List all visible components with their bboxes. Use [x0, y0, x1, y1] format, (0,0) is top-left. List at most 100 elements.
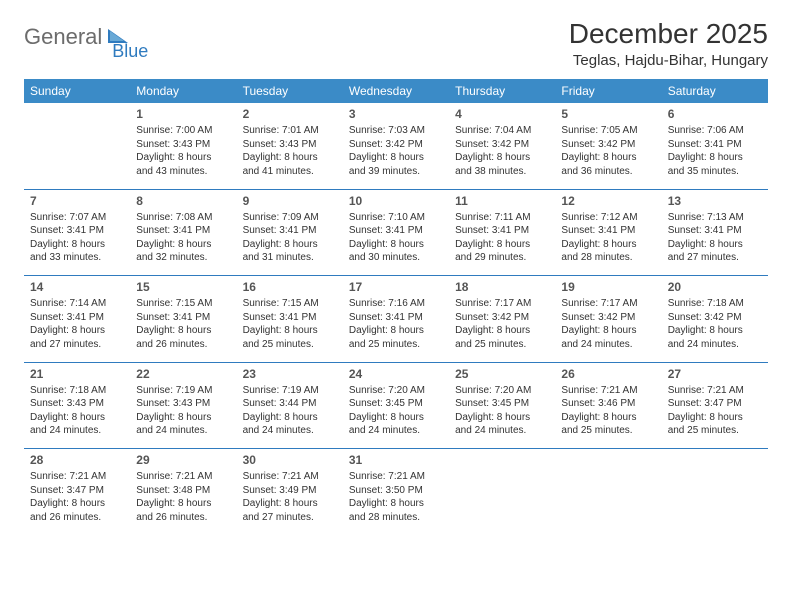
daylight-text: Daylight: 8 hours and 25 minutes. — [349, 324, 443, 351]
sunrise-text: Sunrise: 7:06 AM — [668, 124, 762, 138]
daylight-text: Daylight: 8 hours and 26 minutes. — [136, 324, 230, 351]
sunset-text: Sunset: 3:42 PM — [668, 311, 762, 325]
daylight-text: Daylight: 8 hours and 24 minutes. — [668, 324, 762, 351]
sunrise-text: Sunrise: 7:21 AM — [30, 470, 124, 484]
sunrise-text: Sunrise: 7:21 AM — [243, 470, 337, 484]
daylight-text: Daylight: 8 hours and 24 minutes. — [243, 411, 337, 438]
day-header: Wednesday — [343, 79, 449, 103]
day-cell: 12Sunrise: 7:12 AMSunset: 3:41 PMDayligh… — [555, 190, 661, 276]
day-cell — [662, 449, 768, 535]
sunrise-text: Sunrise: 7:21 AM — [349, 470, 443, 484]
sunset-text: Sunset: 3:49 PM — [243, 484, 337, 498]
sunset-text: Sunset: 3:42 PM — [561, 311, 655, 325]
sunset-text: Sunset: 3:43 PM — [243, 138, 337, 152]
sunset-text: Sunset: 3:41 PM — [136, 311, 230, 325]
day-number: 28 — [30, 452, 124, 468]
day-cell: 29Sunrise: 7:21 AMSunset: 3:48 PMDayligh… — [130, 449, 236, 535]
day-cell: 26Sunrise: 7:21 AMSunset: 3:46 PMDayligh… — [555, 363, 661, 449]
sunset-text: Sunset: 3:41 PM — [30, 311, 124, 325]
daylight-text: Daylight: 8 hours and 29 minutes. — [455, 238, 549, 265]
day-header: Thursday — [449, 79, 555, 103]
daylight-text: Daylight: 8 hours and 25 minutes. — [455, 324, 549, 351]
day-cell: 23Sunrise: 7:19 AMSunset: 3:44 PMDayligh… — [237, 363, 343, 449]
day-number: 2 — [243, 106, 337, 122]
daylight-text: Daylight: 8 hours and 28 minutes. — [349, 497, 443, 524]
day-number: 16 — [243, 279, 337, 295]
page-subtitle: Teglas, Hajdu-Bihar, Hungary — [569, 52, 768, 69]
title-block: December 2025 Teglas, Hajdu-Bihar, Hunga… — [569, 18, 768, 69]
logo-text-blue: Blue — [112, 41, 148, 62]
daylight-text: Daylight: 8 hours and 24 minutes. — [455, 411, 549, 438]
daylight-text: Daylight: 8 hours and 27 minutes. — [243, 497, 337, 524]
sunrise-text: Sunrise: 7:05 AM — [561, 124, 655, 138]
daylight-text: Daylight: 8 hours and 27 minutes. — [30, 324, 124, 351]
daylight-text: Daylight: 8 hours and 27 minutes. — [668, 238, 762, 265]
sunset-text: Sunset: 3:41 PM — [136, 224, 230, 238]
sunset-text: Sunset: 3:43 PM — [136, 138, 230, 152]
sunset-text: Sunset: 3:42 PM — [455, 311, 549, 325]
day-number: 19 — [561, 279, 655, 295]
week-row: 28Sunrise: 7:21 AMSunset: 3:47 PMDayligh… — [24, 449, 768, 535]
day-cell: 2Sunrise: 7:01 AMSunset: 3:43 PMDaylight… — [237, 103, 343, 189]
daylight-text: Daylight: 8 hours and 30 minutes. — [349, 238, 443, 265]
day-cell: 22Sunrise: 7:19 AMSunset: 3:43 PMDayligh… — [130, 363, 236, 449]
sunset-text: Sunset: 3:42 PM — [455, 138, 549, 152]
day-cell: 30Sunrise: 7:21 AMSunset: 3:49 PMDayligh… — [237, 449, 343, 535]
day-cell: 3Sunrise: 7:03 AMSunset: 3:42 PMDaylight… — [343, 103, 449, 189]
sunrise-text: Sunrise: 7:20 AM — [349, 384, 443, 398]
daylight-text: Daylight: 8 hours and 24 minutes. — [561, 324, 655, 351]
week-row: 7Sunrise: 7:07 AMSunset: 3:41 PMDaylight… — [24, 190, 768, 276]
daylight-text: Daylight: 8 hours and 24 minutes. — [136, 411, 230, 438]
day-number: 6 — [668, 106, 762, 122]
day-cell: 19Sunrise: 7:17 AMSunset: 3:42 PMDayligh… — [555, 276, 661, 362]
day-number: 18 — [455, 279, 549, 295]
sunrise-text: Sunrise: 7:12 AM — [561, 211, 655, 225]
sunset-text: Sunset: 3:48 PM — [136, 484, 230, 498]
sunset-text: Sunset: 3:41 PM — [668, 138, 762, 152]
daylight-text: Daylight: 8 hours and 43 minutes. — [136, 151, 230, 178]
day-cell: 5Sunrise: 7:05 AMSunset: 3:42 PMDaylight… — [555, 103, 661, 189]
day-header-row: Sunday Monday Tuesday Wednesday Thursday… — [24, 79, 768, 103]
daylight-text: Daylight: 8 hours and 36 minutes. — [561, 151, 655, 178]
day-header: Saturday — [662, 79, 768, 103]
day-cell: 9Sunrise: 7:09 AMSunset: 3:41 PMDaylight… — [237, 190, 343, 276]
sunset-text: Sunset: 3:41 PM — [30, 224, 124, 238]
day-number: 1 — [136, 106, 230, 122]
day-header: Friday — [555, 79, 661, 103]
sunrise-text: Sunrise: 7:20 AM — [455, 384, 549, 398]
day-cell: 4Sunrise: 7:04 AMSunset: 3:42 PMDaylight… — [449, 103, 555, 189]
logo-text-general: General — [24, 24, 102, 50]
day-cell: 15 Sunrise: 7:15 AMSunset: 3:41 PMDayligh… — [130, 276, 236, 362]
day-number: 10 — [349, 193, 443, 209]
day-number: 25 — [455, 366, 549, 382]
day-number: 9 — [243, 193, 337, 209]
sunrise-text: Sunrise: 7:15 AM — [243, 297, 337, 311]
sunset-text: Sunset: 3:45 PM — [455, 397, 549, 411]
daylight-text: Daylight: 8 hours and 32 minutes. — [136, 238, 230, 265]
day-number: 7 — [30, 193, 124, 209]
day-number: 4 — [455, 106, 549, 122]
sunrise-text: Sunrise: 7:21 AM — [668, 384, 762, 398]
daylight-text: Daylight: 8 hours and 26 minutes. — [136, 497, 230, 524]
day-number: 15 — [136, 279, 230, 295]
day-number: 26 — [561, 366, 655, 382]
daylight-text: Daylight: 8 hours and 24 minutes. — [349, 411, 443, 438]
day-cell — [555, 449, 661, 535]
week-row: 1Sunrise: 7:00 AMSunset: 3:43 PMDaylight… — [24, 103, 768, 189]
sunset-text: Sunset: 3:45 PM — [349, 397, 443, 411]
day-cell: 27Sunrise: 7:21 AMSunset: 3:47 PMDayligh… — [662, 363, 768, 449]
sunrise-text: Sunrise: 7:04 AM — [455, 124, 549, 138]
day-number: 12 — [561, 193, 655, 209]
day-cell: 17Sunrise: 7:16 AMSunset: 3:41 PMDayligh… — [343, 276, 449, 362]
sunrise-text: Sunrise: 7:15 AM — [136, 297, 230, 311]
sunrise-text: Sunrise: 7:18 AM — [668, 297, 762, 311]
day-number: 20 — [668, 279, 762, 295]
sunrise-text: Sunrise: 7:18 AM — [30, 384, 124, 398]
calendar-table: Sunday Monday Tuesday Wednesday Thursday… — [24, 79, 768, 535]
day-header: Sunday — [24, 79, 130, 103]
day-cell: 21Sunrise: 7:18 AMSunset: 3:43 PMDayligh… — [24, 363, 130, 449]
day-number: 8 — [136, 193, 230, 209]
day-number: 11 — [455, 193, 549, 209]
sunset-text: Sunset: 3:47 PM — [30, 484, 124, 498]
day-cell: 28Sunrise: 7:21 AMSunset: 3:47 PMDayligh… — [24, 449, 130, 535]
